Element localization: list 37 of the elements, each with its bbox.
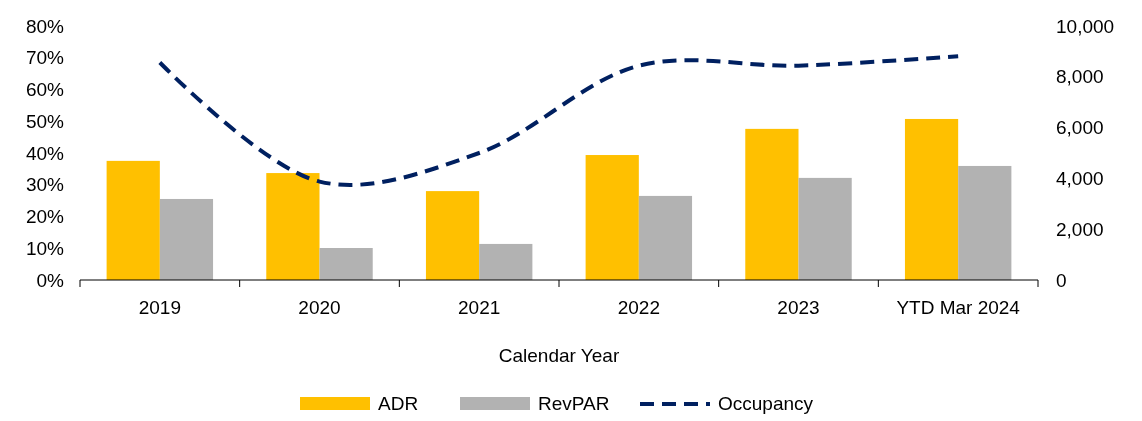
bar	[319, 248, 373, 280]
y-tick-label: 60%	[25, 79, 65, 101]
y2-tick-label: 2,000	[1056, 218, 1104, 240]
y-tick-label: 50%	[25, 110, 65, 132]
y2-tick-label: 10,000	[1056, 15, 1115, 37]
y-tick-label: 30%	[25, 174, 65, 196]
legend-label: RevPAR	[538, 393, 610, 414]
bar	[958, 165, 1012, 280]
x-tick-label: YTD Mar 2024	[896, 297, 1021, 318]
y2-tick-label: 4,000	[1056, 168, 1104, 190]
x-tick-label: 2020	[298, 297, 341, 318]
y-tick-label: 10%	[25, 237, 65, 259]
bar	[798, 177, 852, 280]
y-tick-label: 70%	[25, 47, 65, 69]
bar	[425, 191, 480, 280]
y2-tick-label: 6,000	[1056, 117, 1104, 139]
y-tick-label: 0%	[36, 269, 65, 291]
bar	[585, 155, 639, 280]
y-tick-label: 80%	[25, 15, 65, 37]
bar	[745, 128, 799, 280]
bar	[106, 160, 160, 280]
bar	[159, 198, 214, 280]
legend-label: Occupancy	[718, 393, 814, 414]
bar	[638, 195, 693, 280]
y-tick-label: 20%	[25, 206, 65, 228]
x-axis-title: Calendar Year	[498, 345, 620, 366]
x-tick-label: 2022	[617, 297, 660, 318]
bar	[266, 173, 320, 280]
x-tick-label: 2021	[458, 297, 501, 318]
bar	[904, 118, 959, 280]
legend-label: ADR	[378, 393, 419, 414]
x-tick-label: 2023	[777, 297, 820, 318]
bar	[479, 243, 533, 280]
y2-tick-label: 8,000	[1056, 66, 1104, 88]
y-tick-label: 40%	[25, 142, 65, 164]
y2-tick-label: 0	[1056, 269, 1067, 291]
x-tick-label: 2019	[138, 297, 181, 318]
